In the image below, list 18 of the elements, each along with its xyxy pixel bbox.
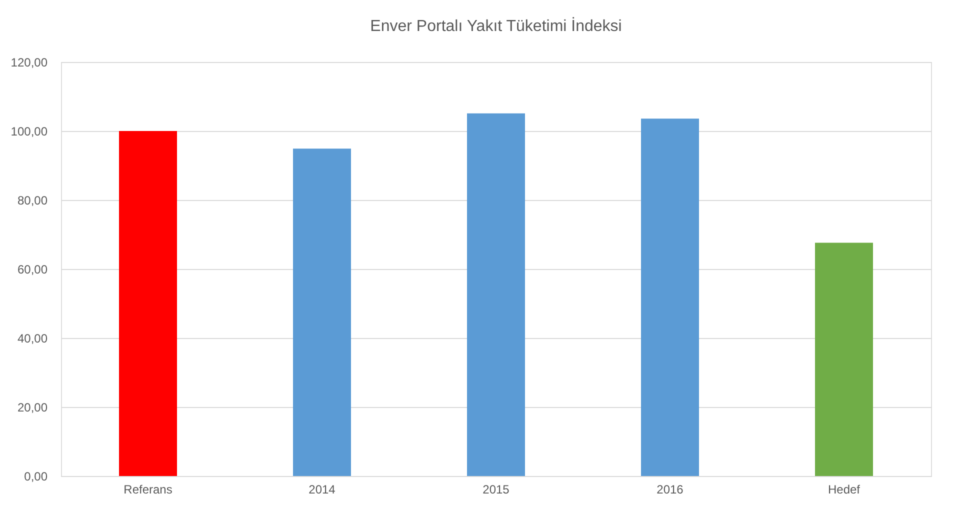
y-tick-label: 120,00 (10, 56, 48, 70)
y-tick-label: 0,00 (24, 470, 48, 484)
x-tick-label: 2015 (482, 482, 510, 496)
x-tick-label: 2014 (308, 482, 336, 496)
bar (293, 148, 351, 476)
y-tick-label: 60,00 (17, 262, 48, 276)
y-tick-label: 100,00 (10, 124, 48, 138)
bar (815, 242, 873, 476)
x-tick-label: Hedef (828, 482, 861, 496)
y-tick-label: 80,00 (17, 194, 48, 208)
y-tick-label: 40,00 (17, 332, 48, 346)
y-tick-label: 20,00 (17, 400, 48, 414)
bar (641, 118, 699, 476)
bar (467, 113, 525, 476)
chart-title: Enver Portalı Yakıt Tüketimi İndeksi (370, 17, 622, 35)
x-tick-label: 2016 (656, 482, 684, 496)
bar (119, 131, 177, 476)
x-tick-label: Referans (124, 482, 172, 496)
